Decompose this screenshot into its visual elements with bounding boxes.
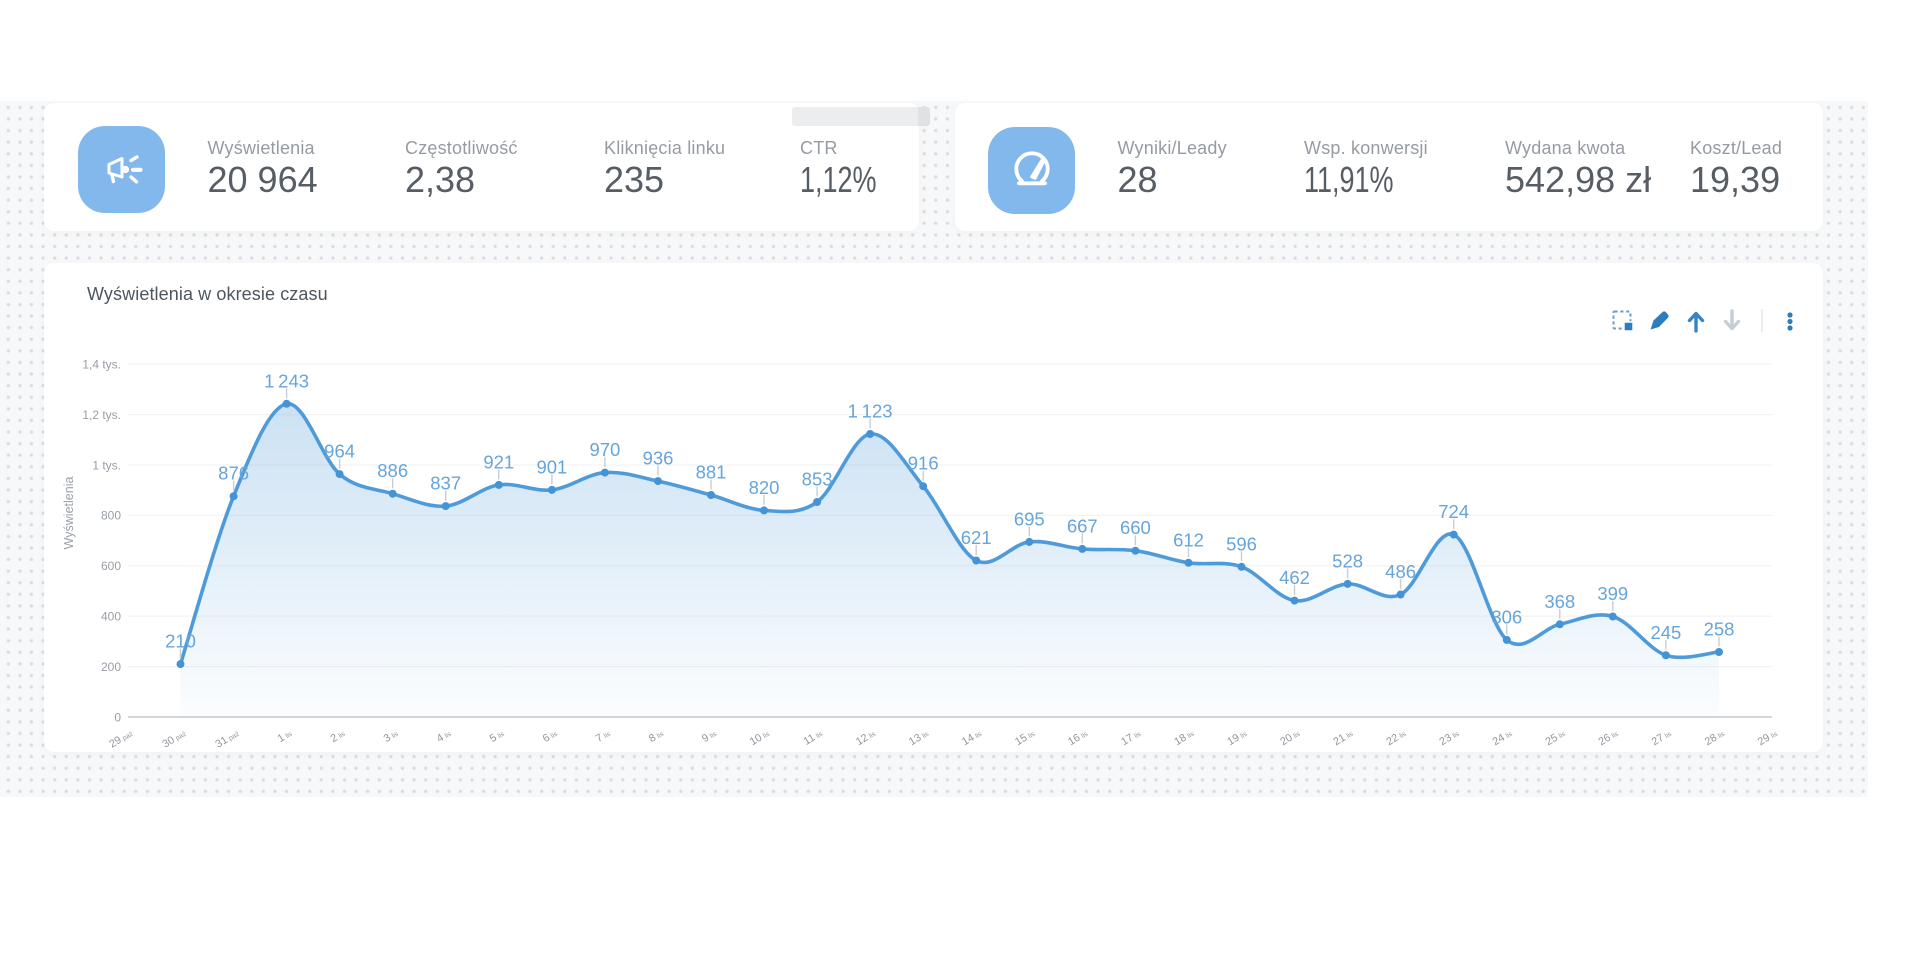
- svg-text:27 lis: 27 lis: [1650, 727, 1674, 748]
- svg-text:936: 936: [643, 448, 674, 469]
- svg-text:6 lis: 6 lis: [541, 727, 560, 745]
- svg-text:23 lis: 23 lis: [1437, 727, 1461, 748]
- svg-text:13 lis: 13 lis: [907, 727, 931, 748]
- svg-text:22 lis: 22 lis: [1384, 727, 1408, 748]
- svg-text:1 tys.: 1 tys.: [92, 458, 121, 472]
- svg-text:660: 660: [1120, 517, 1151, 538]
- svg-text:2 lis: 2 lis: [328, 727, 347, 745]
- svg-text:12 lis: 12 lis: [854, 727, 878, 748]
- svg-text:667: 667: [1067, 515, 1098, 536]
- svg-text:200: 200: [101, 660, 121, 674]
- svg-text:881: 881: [696, 462, 727, 483]
- svg-text:853: 853: [802, 469, 833, 490]
- svg-text:486: 486: [1385, 561, 1416, 582]
- svg-text:7 lis: 7 lis: [594, 727, 613, 745]
- svg-text:17 lis: 17 lis: [1119, 727, 1143, 748]
- svg-text:9 lis: 9 lis: [700, 727, 719, 745]
- svg-text:964: 964: [324, 441, 355, 462]
- svg-text:901: 901: [536, 456, 567, 477]
- svg-text:24 lis: 24 lis: [1491, 727, 1515, 748]
- svg-text:837: 837: [430, 473, 461, 494]
- svg-text:528: 528: [1332, 550, 1363, 571]
- svg-text:29 lis: 29 lis: [1756, 727, 1780, 748]
- svg-text:1,2 tys.: 1,2 tys.: [82, 408, 121, 422]
- svg-text:Wyświetlenia: Wyświetlenia: [62, 477, 76, 550]
- svg-text:31 paź: 31 paź: [213, 727, 241, 751]
- svg-text:399: 399: [1597, 583, 1628, 604]
- svg-text:14 lis: 14 lis: [960, 727, 984, 748]
- svg-text:600: 600: [101, 559, 121, 573]
- svg-text:18 lis: 18 lis: [1172, 727, 1196, 748]
- svg-text:4 lis: 4 lis: [435, 727, 454, 745]
- svg-text:724: 724: [1438, 501, 1469, 522]
- svg-text:1 lis: 1 lis: [275, 727, 294, 745]
- svg-text:1 243: 1 243: [264, 370, 309, 391]
- svg-text:0: 0: [114, 710, 121, 724]
- svg-text:886: 886: [377, 460, 408, 481]
- svg-text:876: 876: [218, 463, 249, 484]
- svg-text:258: 258: [1704, 619, 1735, 640]
- svg-text:10 lis: 10 lis: [748, 727, 772, 748]
- svg-text:28 lis: 28 lis: [1703, 727, 1727, 748]
- svg-text:19 lis: 19 lis: [1225, 727, 1249, 748]
- svg-text:596: 596: [1226, 533, 1257, 554]
- svg-text:15 lis: 15 lis: [1013, 727, 1037, 748]
- svg-text:800: 800: [101, 509, 121, 523]
- svg-text:245: 245: [1650, 622, 1681, 643]
- svg-text:1,4 tys.: 1,4 tys.: [82, 358, 121, 372]
- svg-text:21 lis: 21 lis: [1331, 727, 1355, 748]
- svg-text:921: 921: [483, 451, 514, 472]
- svg-text:30 paź: 30 paź: [160, 727, 188, 751]
- svg-text:11 lis: 11 lis: [801, 727, 825, 748]
- svg-text:29 paź: 29 paź: [107, 727, 135, 751]
- svg-text:8 lis: 8 lis: [647, 727, 666, 745]
- svg-text:16 lis: 16 lis: [1066, 727, 1090, 748]
- svg-text:5 lis: 5 lis: [488, 727, 507, 745]
- svg-text:210: 210: [165, 631, 196, 652]
- svg-text:400: 400: [101, 610, 121, 624]
- svg-text:916: 916: [908, 453, 939, 474]
- svg-text:621: 621: [961, 527, 992, 548]
- svg-text:1 123: 1 123: [848, 401, 893, 422]
- svg-text:25 lis: 25 lis: [1544, 727, 1568, 748]
- svg-text:26 lis: 26 lis: [1597, 727, 1621, 748]
- svg-text:820: 820: [749, 477, 780, 498]
- svg-text:970: 970: [589, 439, 620, 460]
- svg-text:368: 368: [1544, 591, 1575, 612]
- svg-text:20 lis: 20 lis: [1278, 727, 1302, 748]
- svg-text:3 lis: 3 lis: [382, 727, 401, 745]
- svg-text:612: 612: [1173, 529, 1204, 550]
- svg-text:462: 462: [1279, 567, 1310, 588]
- svg-text:306: 306: [1491, 606, 1522, 627]
- svg-text:695: 695: [1014, 508, 1045, 529]
